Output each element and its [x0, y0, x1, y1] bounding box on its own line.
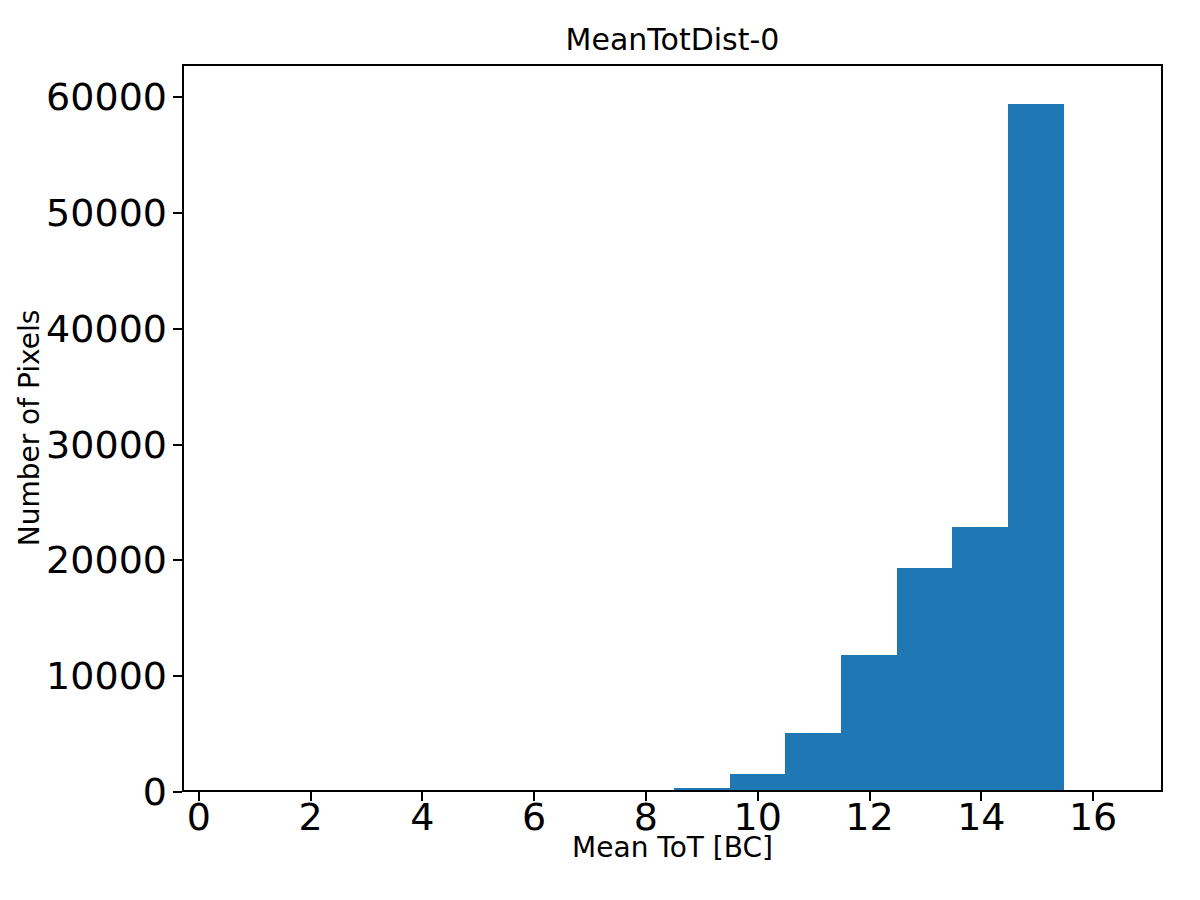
y-axis-ticklabel: 40000 [0, 310, 167, 348]
y-axis-tick [173, 444, 182, 446]
y-axis-tick [173, 559, 182, 561]
histogram-bar [674, 788, 730, 790]
y-axis-tick [173, 212, 182, 214]
y-axis-ticks [173, 64, 182, 792]
x-axis-ticklabel: 4 [410, 797, 434, 839]
figure: MeanTotDist-0 Number of Pixels 024681012… [0, 0, 1200, 900]
y-axis-tick [173, 675, 182, 677]
y-axis-ticklabel: 10000 [0, 657, 167, 695]
histogram-bar [897, 568, 953, 790]
y-axis-ticklabel: 20000 [0, 541, 167, 579]
y-axis-ticklabel: 30000 [0, 426, 167, 464]
x-axis-ticklabel: 6 [522, 797, 546, 839]
plot-area [182, 64, 1163, 792]
x-axis-ticklabel: 2 [298, 797, 322, 839]
y-axis-ticklabel: 60000 [0, 78, 167, 116]
x-axis-ticklabel: 14 [957, 797, 1005, 839]
histogram-bar [785, 733, 841, 790]
histogram-bar [841, 655, 897, 790]
y-axis-ticklabel: 0 [0, 773, 167, 811]
chart-title: MeanTotDist-0 [182, 25, 1163, 55]
x-axis-ticklabel: 12 [845, 797, 893, 839]
x-axis-label: Mean ToT [BC] [182, 834, 1163, 862]
y-axis-tick [173, 96, 182, 98]
x-axis-ticklabel: 0 [187, 797, 211, 839]
histogram-bar [1008, 104, 1064, 790]
y-axis-tick [173, 328, 182, 330]
y-axis-ticklabels: 0100002000030000400005000060000 [0, 64, 167, 792]
histogram-bar [952, 527, 1008, 790]
y-axis-ticklabel: 50000 [0, 194, 167, 232]
x-axis-ticklabel: 16 [1069, 797, 1117, 839]
histogram-bar [730, 774, 786, 790]
y-axis-tick [173, 791, 182, 793]
